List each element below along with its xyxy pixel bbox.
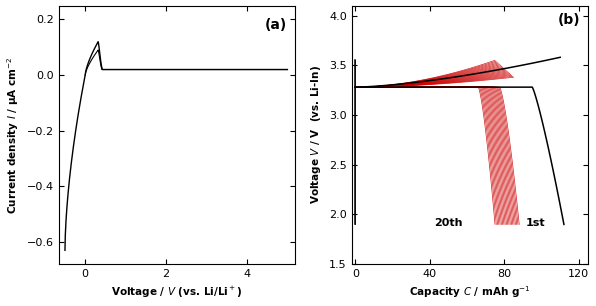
Text: 1st: 1st [526,218,546,228]
Y-axis label: Voltage $V$ / V  (vs. Li-In): Voltage $V$ / V (vs. Li-In) [309,65,324,204]
Text: 20th: 20th [434,218,462,228]
X-axis label: Capacity $C$ / mAh g$^{-1}$: Capacity $C$ / mAh g$^{-1}$ [409,285,531,300]
X-axis label: Voltage / $V$ (vs. Li/Li$^+$): Voltage / $V$ (vs. Li/Li$^+$) [111,285,243,300]
Text: (a): (a) [265,18,287,32]
Y-axis label: Current density $I$ / μA cm$^{-2}$: Current density $I$ / μA cm$^{-2}$ [5,56,21,214]
Text: (b): (b) [557,13,580,27]
